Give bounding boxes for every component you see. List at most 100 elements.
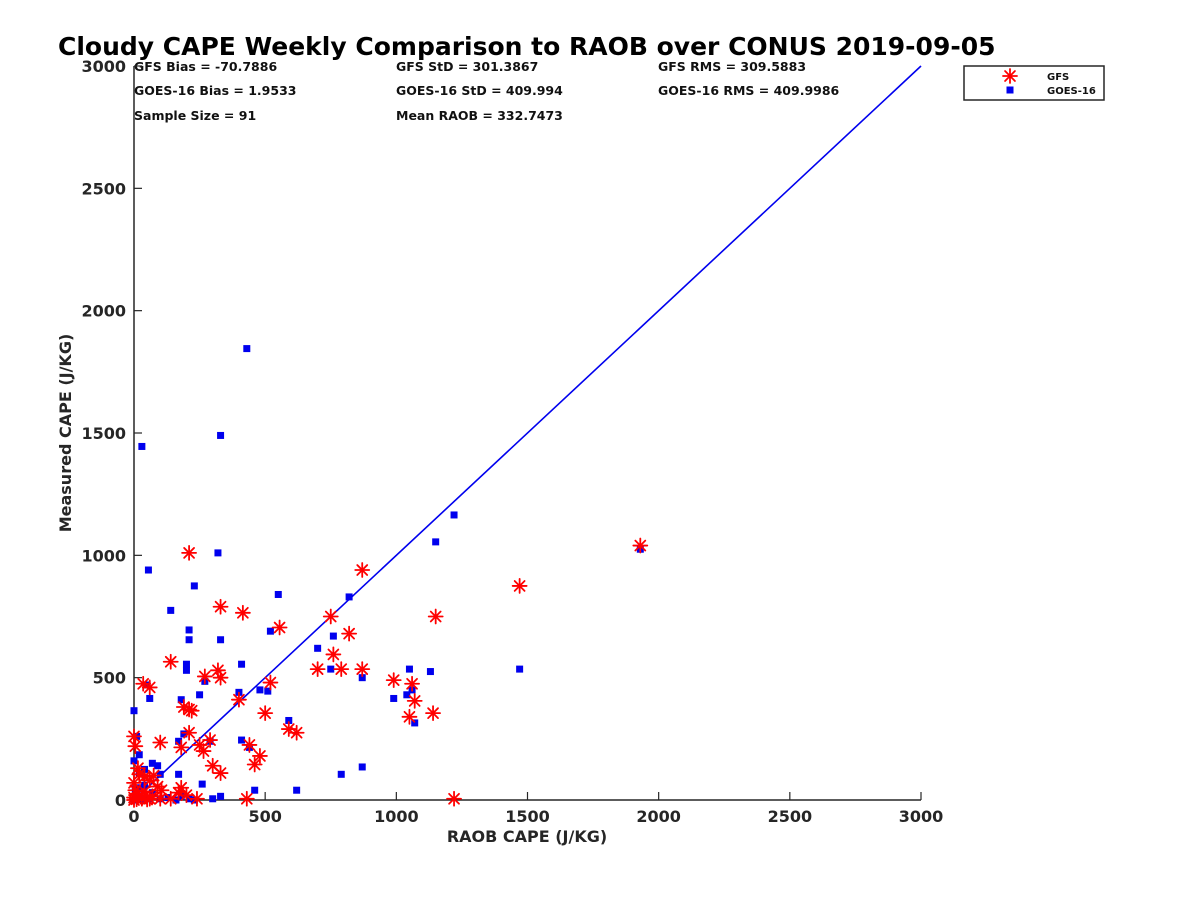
y-tick-label: 3000: [81, 57, 126, 76]
goes16-point: [175, 737, 183, 745]
goes16-point: [182, 660, 190, 668]
stat-text: GFS Bias = -70.7886: [134, 59, 277, 74]
goes16-point: [426, 668, 434, 676]
goes16-point: [403, 691, 411, 699]
goes16-point: [432, 538, 440, 546]
x-tick-label: 3000: [899, 807, 944, 826]
gfs-point: [333, 661, 350, 678]
gfs-point: [189, 790, 205, 807]
goes16-point: [256, 686, 264, 694]
goes16-point: [198, 780, 206, 788]
goes16-point: [156, 770, 164, 778]
goes16-point: [130, 757, 138, 765]
x-axis-label: RAOB CAPE (J/KG): [447, 827, 607, 846]
x-tick-label: 500: [248, 807, 281, 826]
goes16-point: [358, 674, 366, 682]
gfs-point: [238, 790, 255, 807]
goes16-point: [217, 636, 225, 644]
gfs-point: [173, 739, 190, 756]
goes16-point: [238, 736, 246, 744]
gfs-point: [252, 748, 268, 764]
goes16-point: [167, 606, 175, 614]
gfs-point: [162, 790, 179, 807]
y-tick-label: 1000: [81, 546, 126, 565]
stat-text: GOES-16 Bias = 1.9533: [134, 83, 296, 98]
gfs-point: [139, 791, 156, 808]
gfs-point: [425, 705, 441, 722]
gfs-point: [262, 674, 279, 691]
gfs-point: [288, 724, 305, 741]
goes16-point: [264, 687, 272, 695]
goes16-point: [130, 707, 138, 715]
legend: GFS GOES-16: [963, 65, 1105, 101]
gfs-point: [181, 724, 197, 741]
gfs-point: [246, 756, 263, 773]
goes16-point: [164, 794, 172, 802]
gfs-point: [141, 679, 158, 696]
gfs-point: [446, 790, 462, 807]
x-tick-label: 2500: [768, 807, 813, 826]
stat-text: Sample Size = 91: [134, 108, 256, 123]
gfs-point: [178, 787, 195, 804]
y-ticks: 0 500 1000 1500 2000 2500 3000: [81, 57, 142, 810]
y-tick-label: 500: [93, 669, 126, 688]
gfs-point: [309, 661, 326, 678]
gfs-point: [322, 608, 339, 625]
y-axis-label: Measured CAPE (J/KG): [56, 334, 75, 533]
gfs-point: [354, 661, 371, 678]
legend-goes16-label: GOES-16: [1047, 86, 1096, 97]
gfs-point: [183, 702, 200, 719]
gfs-point: [126, 728, 142, 745]
goes16-point: [345, 593, 353, 601]
stat-text: Mean RAOB = 332.7473: [396, 108, 563, 123]
gfs-point: [126, 792, 142, 808]
gfs-point: [427, 608, 444, 625]
goes16-point: [217, 792, 225, 800]
goes16-point: [148, 759, 156, 767]
goes16-point: [177, 696, 185, 704]
gfs-point: [212, 765, 229, 781]
gfs-point: [141, 772, 158, 789]
goes16-point: [405, 665, 413, 673]
goes16-point: [285, 716, 293, 724]
gfs-point: [341, 625, 358, 642]
goes16-point: [238, 660, 246, 668]
goes16-point: [411, 719, 419, 727]
goes16-point: [274, 590, 282, 598]
legend-gfs-marker: [1002, 68, 1018, 84]
goes16-point: [138, 442, 146, 450]
goes16-point: [175, 770, 183, 778]
x-ticks: 0 500 1000 1500 2000 2500 3000: [128, 792, 943, 826]
gfs-point: [401, 708, 418, 725]
stats-block: GFS Bias = -70.7886 GFS StD = 301.3867 GFS…: [134, 59, 840, 123]
goes16-point: [358, 763, 366, 771]
y-tick-label: 1500: [81, 424, 126, 443]
goes16-point: [243, 345, 251, 353]
gfs-point: [325, 646, 342, 663]
goes16-point: [209, 795, 217, 803]
goes16-series: [130, 345, 644, 804]
goes16-point: [450, 511, 458, 519]
legend-box: [963, 65, 1105, 101]
goes16-point: [516, 665, 524, 673]
gfs-point: [406, 693, 423, 709]
one-to-one-line-path: [133, 65, 922, 801]
gfs-point: [196, 668, 213, 685]
x-tick-label: 1500: [505, 807, 550, 826]
y-tick-label: 0: [115, 791, 126, 810]
goes16-point: [329, 632, 337, 640]
goes16-point: [390, 694, 398, 702]
goes16-point: [251, 786, 259, 794]
goes16-point: [337, 770, 345, 778]
goes16-point: [154, 762, 162, 770]
goes16-point: [327, 665, 335, 673]
stat-text: GOES-16 RMS = 409.9986: [658, 83, 840, 98]
gfs-point: [127, 738, 144, 755]
stat-text: GFS RMS = 309.5883: [658, 59, 806, 74]
gfs-point: [212, 669, 229, 686]
gfs-point: [404, 675, 420, 692]
y-tick-label: 2000: [81, 302, 126, 321]
stat-text: GOES-16 StD = 409.994: [396, 83, 563, 98]
goes16-point: [182, 666, 190, 674]
